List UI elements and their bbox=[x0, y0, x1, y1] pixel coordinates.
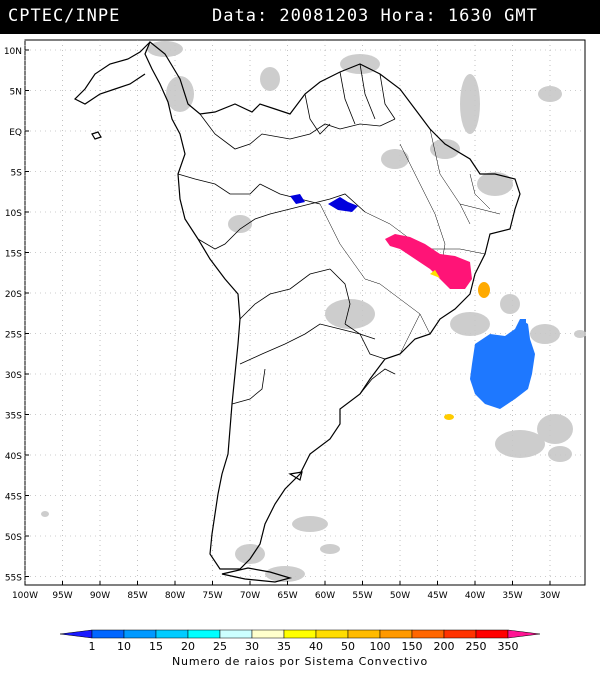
colorbar-value-label: 200 bbox=[434, 640, 455, 653]
colorbar-value-label: 50 bbox=[341, 640, 355, 653]
lat-label: 50S bbox=[5, 533, 22, 543]
lat-label: 15S bbox=[5, 250, 22, 260]
lat-label: 35S bbox=[5, 412, 22, 422]
country-borders bbox=[177, 63, 396, 405]
lon-label: 50W bbox=[390, 591, 410, 601]
system-pink-east-brazil bbox=[385, 234, 472, 289]
state-borders bbox=[319, 128, 501, 355]
colorbar-segment bbox=[507, 629, 541, 639]
lon-label: 75W bbox=[202, 591, 222, 601]
colorbar-segment bbox=[283, 629, 317, 639]
legend-caption: Numero de raios por Sistema Convectivo bbox=[172, 655, 428, 668]
lon-label: 95W bbox=[52, 591, 72, 601]
lon-label: 80W bbox=[165, 591, 185, 601]
colorbar-value-label: 100 bbox=[370, 640, 391, 653]
graticule bbox=[24, 40, 585, 585]
lat-label: 5N bbox=[10, 88, 22, 98]
lat-label: 10S bbox=[5, 209, 22, 219]
lon-label: 90W bbox=[90, 591, 110, 601]
lon-label: 70W bbox=[240, 591, 260, 601]
colorbar-value-label: 1 bbox=[89, 640, 96, 653]
system-blue-amazon-east bbox=[328, 197, 358, 212]
lon-label: 45W bbox=[427, 591, 447, 601]
lat-label: 30S bbox=[5, 371, 22, 381]
title-bar: CPTEC/INPE Data: 20081203 Hora: 1630 GMT bbox=[0, 0, 600, 34]
lon-label: 40W bbox=[465, 591, 485, 601]
colorbar-value-label: 10 bbox=[117, 640, 131, 653]
lat-label: EQ bbox=[9, 128, 22, 138]
colorbar-segment bbox=[347, 629, 381, 639]
system-orange-coast bbox=[478, 282, 490, 298]
colorbar-value-label: 20 bbox=[181, 640, 195, 653]
lon-label: 65W bbox=[277, 591, 297, 601]
colorbar-segment bbox=[219, 629, 253, 639]
system-blue-atlantic bbox=[470, 319, 535, 409]
agency-label: CPTEC/INPE bbox=[8, 6, 121, 26]
datetime-label: Data: 20081203 Hora: 1630 GMT bbox=[212, 6, 538, 26]
colorbar-value-label: 350 bbox=[498, 640, 519, 653]
lat-label: 10N bbox=[4, 47, 22, 57]
colorbar-legend: 1 10 15 20 25 30 35 40 50 100 150 200 250 350 bbox=[59, 629, 541, 653]
lat-label: 5S bbox=[11, 169, 23, 179]
map-frame bbox=[24, 39, 586, 586]
lon-label: 30W bbox=[540, 591, 560, 601]
system-yellow-south bbox=[444, 414, 454, 420]
central-america-outline bbox=[73, 41, 151, 105]
colorbar-value-label: 25 bbox=[213, 640, 227, 653]
falklands bbox=[288, 471, 303, 481]
convective-systems bbox=[290, 194, 535, 420]
colorbar-value-label: 250 bbox=[466, 640, 487, 653]
colorbar-segment bbox=[315, 629, 349, 639]
colorbar-segment bbox=[475, 629, 509, 639]
map-svg: 10N5NEQ5S10S15S20S25S30S35S40S45S50S55S … bbox=[4, 39, 586, 668]
lat-label: 20S bbox=[5, 290, 22, 300]
lat-label: 45S bbox=[5, 493, 22, 503]
colorbar-segment bbox=[155, 629, 189, 639]
colorbar-segment bbox=[187, 629, 221, 639]
cloud-cover bbox=[41, 41, 586, 582]
lat-label: 25S bbox=[5, 331, 22, 341]
colorbar-segment bbox=[251, 629, 285, 639]
colorbar-value-label: 150 bbox=[402, 640, 423, 653]
galapagos bbox=[91, 131, 102, 140]
lat-label: 40S bbox=[5, 452, 22, 462]
lon-label: 35W bbox=[502, 591, 522, 601]
lon-label: 60W bbox=[315, 591, 335, 601]
lon-label: 100W bbox=[12, 591, 38, 601]
colorbar-segment bbox=[59, 629, 93, 639]
map-panel: 10N 5N EQ 5S 10S 15S 20S 25S 30S 35S 40S 45S 50S 55S … bbox=[0, 34, 600, 670]
colorbar-segment bbox=[443, 629, 477, 639]
lat-label: 55S bbox=[5, 574, 22, 584]
longitude-labels: 100W 95W 90W 85W 80W 75W 70W 65W 60W 55W 50W 45W 40W… bbox=[12, 581, 560, 601]
lon-label: 55W bbox=[352, 591, 372, 601]
latitude-labels: 10N 5N EQ 5S 10S 15S 20S 25S 30S 35S 40S 45S 50S 55S bbox=[4, 47, 29, 584]
colorbar-segment bbox=[91, 629, 125, 639]
colorbar-segment bbox=[123, 629, 157, 639]
colorbar-value-label: 30 bbox=[245, 640, 259, 653]
colorbar-value-label: 35 bbox=[277, 640, 291, 653]
colorbar-value-label: 15 bbox=[149, 640, 163, 653]
colorbar-segment bbox=[411, 629, 445, 639]
system-blue-amazon-west bbox=[290, 194, 305, 204]
colorbar-value-label: 40 bbox=[309, 640, 323, 653]
tierra-del-fuego bbox=[221, 567, 293, 583]
lon-label: 85W bbox=[127, 591, 147, 601]
colorbar-segment bbox=[379, 629, 413, 639]
